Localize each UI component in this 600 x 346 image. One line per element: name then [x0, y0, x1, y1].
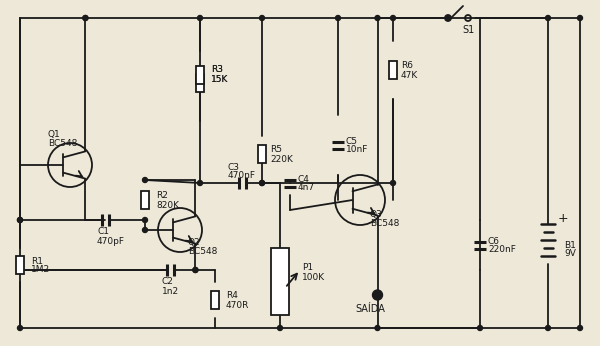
Text: P1: P1 [302, 264, 313, 273]
Text: C1: C1 [97, 228, 109, 237]
Circle shape [17, 218, 23, 222]
Circle shape [197, 16, 203, 20]
Bar [141, 191, 149, 209]
Text: BC548: BC548 [370, 219, 400, 228]
Circle shape [143, 228, 148, 233]
Circle shape [545, 16, 551, 20]
Circle shape [83, 16, 88, 20]
Circle shape [577, 326, 583, 330]
Text: R4: R4 [226, 291, 238, 300]
Circle shape [375, 326, 380, 330]
Circle shape [277, 326, 283, 330]
Circle shape [17, 218, 23, 222]
Text: 9V: 9V [564, 249, 576, 258]
Text: R5: R5 [270, 146, 282, 155]
Circle shape [373, 290, 383, 300]
Circle shape [391, 16, 395, 20]
Circle shape [143, 177, 148, 182]
Circle shape [260, 181, 265, 185]
Text: 15K: 15K [211, 74, 229, 83]
Text: 470R: 470R [226, 300, 250, 310]
Text: SAÍDA: SAÍDA [355, 304, 385, 314]
Circle shape [375, 16, 380, 20]
Text: R1: R1 [31, 256, 43, 265]
Bar [389, 61, 397, 79]
Text: R2: R2 [156, 191, 168, 200]
Bar [16, 256, 24, 274]
Circle shape [193, 267, 198, 273]
Text: 15K: 15K [211, 74, 229, 83]
Text: S1: S1 [462, 25, 474, 35]
Text: B1: B1 [564, 240, 576, 249]
Bar [196, 66, 204, 84]
Circle shape [391, 181, 395, 185]
Text: 4n7: 4n7 [298, 183, 315, 192]
Circle shape [143, 218, 148, 222]
Text: Q2: Q2 [188, 237, 200, 246]
Text: R6: R6 [401, 62, 413, 71]
Circle shape [17, 326, 23, 330]
Circle shape [577, 16, 583, 20]
Text: 220K: 220K [270, 155, 293, 164]
Text: C6: C6 [488, 237, 500, 246]
Text: 470nF: 470nF [228, 172, 256, 181]
Text: R3: R3 [211, 65, 223, 74]
Text: Q3: Q3 [370, 209, 383, 219]
Text: 820K: 820K [156, 200, 179, 209]
Text: C4: C4 [298, 174, 310, 183]
Text: 220nF: 220nF [488, 246, 516, 255]
Text: 100K: 100K [302, 273, 325, 282]
Text: 10nF: 10nF [346, 146, 368, 155]
Circle shape [260, 181, 265, 185]
Text: C2: C2 [162, 277, 174, 286]
Circle shape [193, 267, 198, 273]
Text: C5: C5 [346, 137, 358, 146]
Text: R3: R3 [211, 65, 223, 74]
Text: 1M2: 1M2 [31, 265, 50, 274]
Text: 1n2: 1n2 [162, 286, 179, 295]
Text: 47K: 47K [401, 71, 418, 80]
Bar [258, 145, 266, 163]
Circle shape [545, 326, 551, 330]
Bar [211, 291, 219, 309]
Bar [196, 74, 204, 92]
Circle shape [478, 326, 482, 330]
Circle shape [83, 16, 88, 20]
Bar [271, 248, 289, 315]
Circle shape [445, 16, 451, 20]
Circle shape [260, 16, 265, 20]
Circle shape [335, 16, 341, 20]
Text: BC548: BC548 [188, 246, 217, 255]
Text: BC548: BC548 [48, 139, 77, 148]
Text: C3: C3 [228, 163, 240, 172]
Circle shape [197, 181, 203, 185]
Text: Q1: Q1 [48, 130, 61, 139]
Text: +: + [558, 211, 569, 225]
Text: 470pF: 470pF [97, 237, 125, 246]
